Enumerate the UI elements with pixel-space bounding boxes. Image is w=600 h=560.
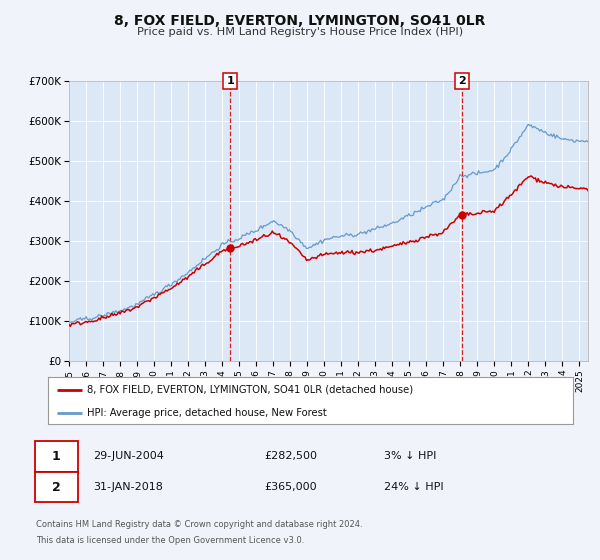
- Text: 31-JAN-2018: 31-JAN-2018: [93, 482, 163, 492]
- Text: Contains HM Land Registry data © Crown copyright and database right 2024.: Contains HM Land Registry data © Crown c…: [36, 520, 362, 529]
- Text: Price paid vs. HM Land Registry's House Price Index (HPI): Price paid vs. HM Land Registry's House …: [137, 27, 463, 37]
- Text: 2: 2: [52, 480, 61, 494]
- Text: 2: 2: [458, 76, 466, 86]
- Text: HPI: Average price, detached house, New Forest: HPI: Average price, detached house, New …: [88, 408, 327, 418]
- Text: 1: 1: [227, 76, 235, 86]
- Text: 1: 1: [52, 450, 61, 463]
- Text: 29-JUN-2004: 29-JUN-2004: [93, 451, 164, 461]
- Text: 8, FOX FIELD, EVERTON, LYMINGTON, SO41 0LR (detached house): 8, FOX FIELD, EVERTON, LYMINGTON, SO41 0…: [88, 385, 413, 395]
- Text: £365,000: £365,000: [264, 482, 317, 492]
- Text: 8, FOX FIELD, EVERTON, LYMINGTON, SO41 0LR: 8, FOX FIELD, EVERTON, LYMINGTON, SO41 0…: [115, 14, 485, 28]
- Text: £282,500: £282,500: [264, 451, 317, 461]
- Text: This data is licensed under the Open Government Licence v3.0.: This data is licensed under the Open Gov…: [36, 536, 304, 545]
- Text: 24% ↓ HPI: 24% ↓ HPI: [384, 482, 443, 492]
- Text: 3% ↓ HPI: 3% ↓ HPI: [384, 451, 436, 461]
